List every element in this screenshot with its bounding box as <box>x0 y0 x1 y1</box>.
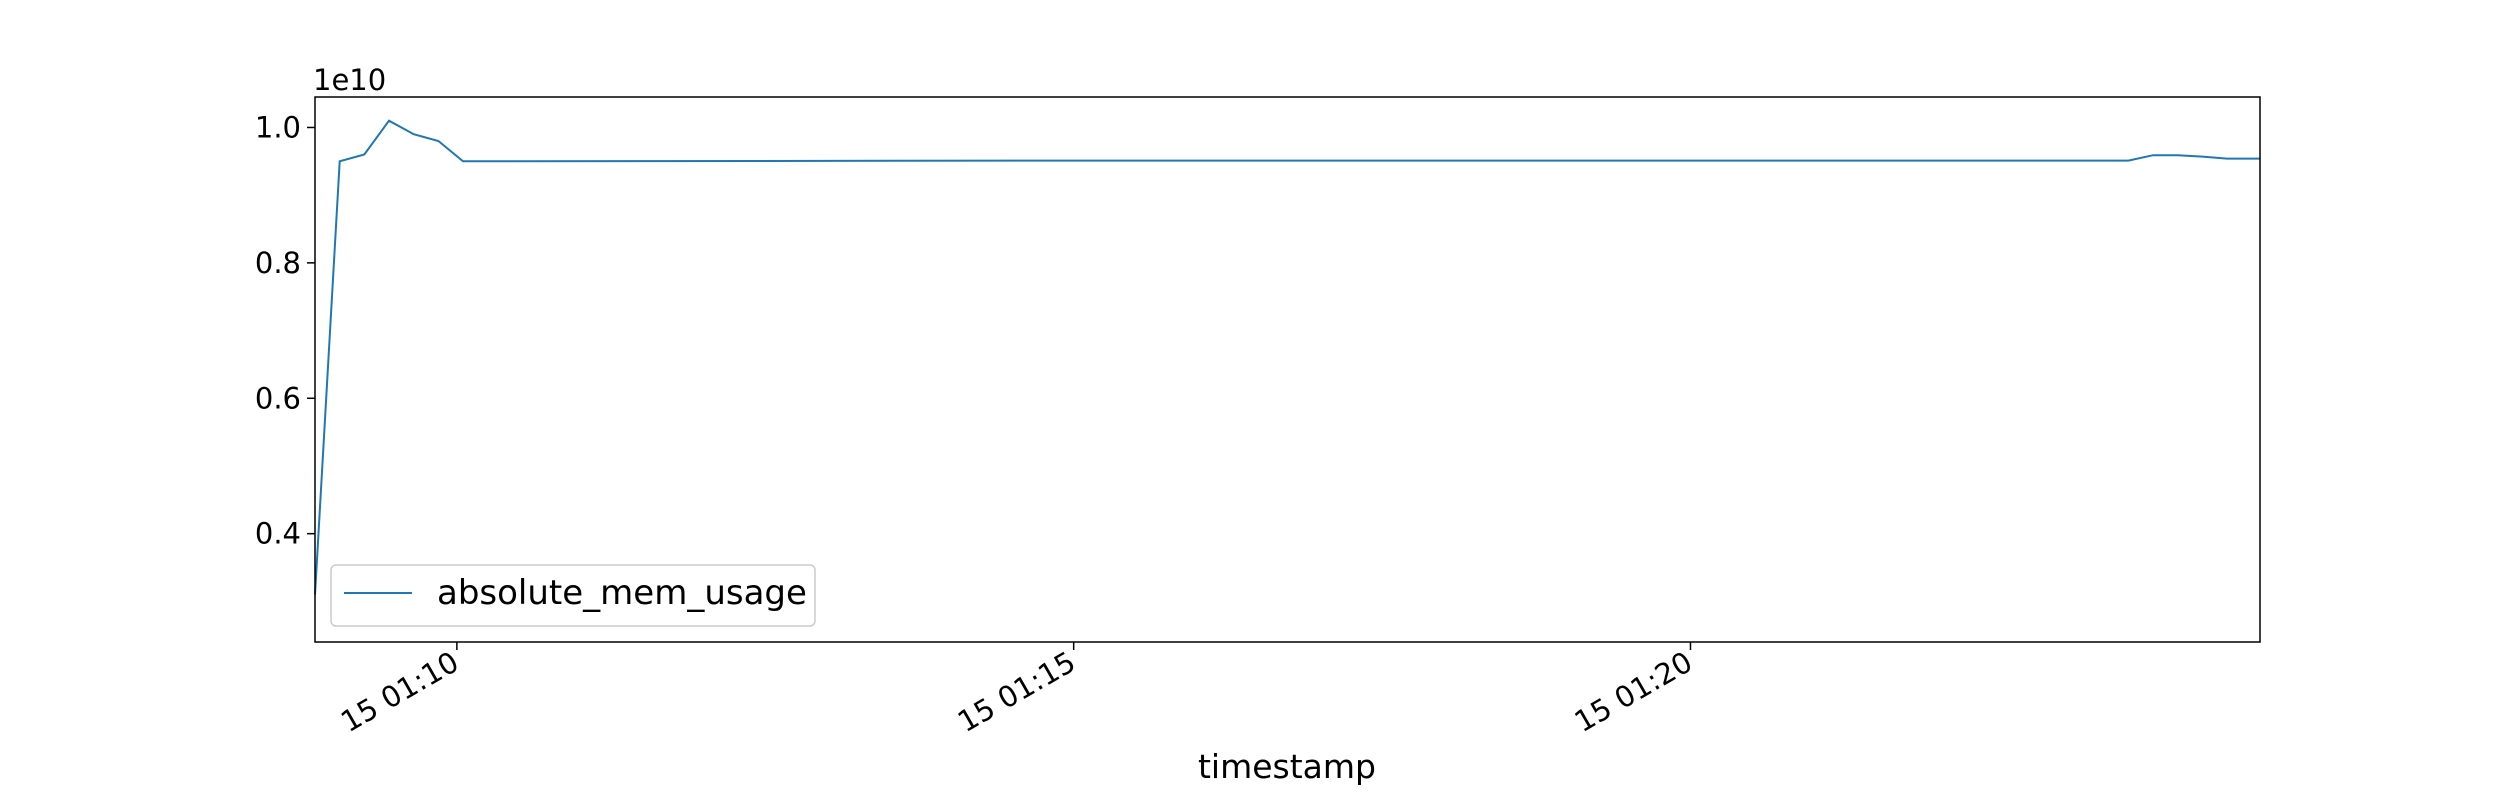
x-axis: 15 01:10 15 01:15 15 01:20 <box>335 642 1698 739</box>
legend-label: absolute_mem_usage <box>437 573 807 613</box>
legend-box <box>330 564 816 627</box>
plot-frame <box>314 96 2261 643</box>
x-tick-label: 15 01:20 <box>1569 645 1698 739</box>
series-line-0 <box>314 119 2260 595</box>
legend: absolute_mem_usage <box>330 564 816 627</box>
x-tick-label: 15 01:10 <box>335 645 464 739</box>
x-axis-title: timestamp <box>1198 747 1376 786</box>
y-tick-label: 0.8 <box>255 246 301 280</box>
y-axis: 0.4 0.6 0.8 1.0 <box>255 110 315 551</box>
y-offset-label: 1e10 <box>313 63 386 97</box>
y-tick-label: 0.4 <box>255 517 301 551</box>
y-tick-label: 1.0 <box>255 110 301 144</box>
x-tick-label: 15 01:15 <box>952 645 1081 739</box>
y-tick-label: 0.6 <box>255 381 301 415</box>
series-layer <box>314 119 2260 595</box>
